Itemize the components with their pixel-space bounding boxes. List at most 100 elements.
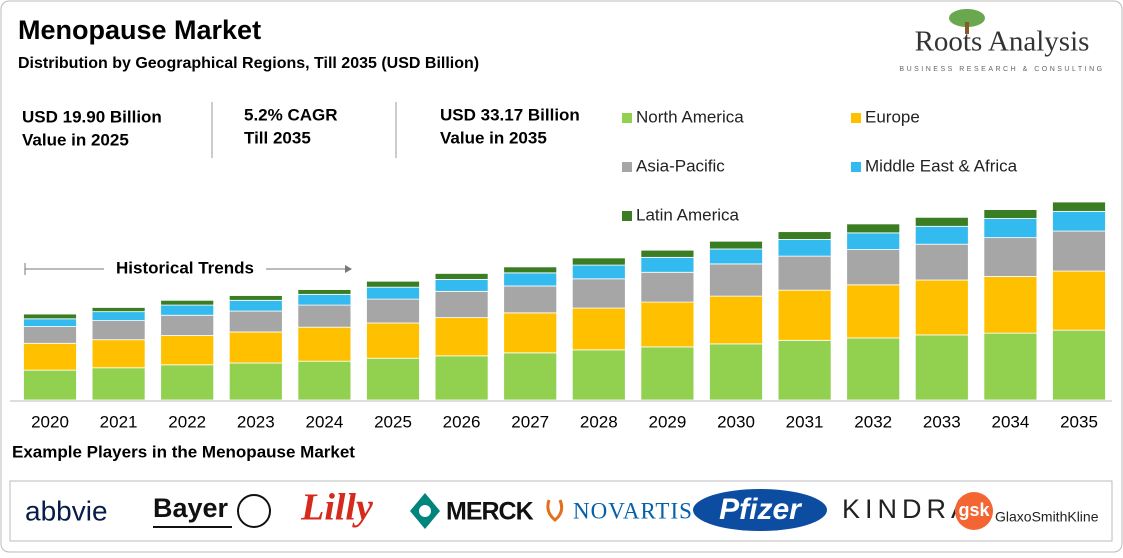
x-tick-label: 2020 [31, 412, 69, 431]
bar-segment [983, 332, 1038, 401]
x-tick-label: 2035 [1060, 412, 1098, 431]
logo: gsk [958, 500, 990, 520]
bar-segment [777, 239, 832, 257]
bar-segment [571, 349, 626, 401]
subtitle: Distribution by Geographical Regions, Ti… [18, 55, 479, 72]
stat-line: USD 19.90 Billion [22, 107, 162, 126]
x-tick-label: 2034 [991, 412, 1029, 431]
stat-line: Value in 2025 [22, 130, 129, 149]
bar-segment [228, 362, 283, 401]
logo: Pfizer [719, 493, 803, 526]
bar-segment [297, 360, 352, 401]
bar-segment [914, 334, 969, 401]
players-title: Example Players in the Menopause Market [12, 442, 355, 461]
logos: abbvie Bayer Lilly MERCK NOVARTIS Pfizer… [25, 487, 1099, 531]
bar-segment [846, 249, 901, 286]
arrow-head [345, 265, 352, 273]
bar-segment [160, 314, 215, 336]
bar-segment [709, 248, 763, 265]
bar-segment [434, 317, 489, 357]
bar-segment [709, 295, 763, 345]
bar-segment [571, 264, 626, 280]
bar-segment [640, 249, 695, 258]
bar-segment [160, 304, 215, 316]
legend-swatch [851, 162, 861, 172]
bar-segment [983, 276, 1038, 334]
legend-label: Asia-Pacific [636, 156, 725, 175]
bar-segment [709, 240, 763, 250]
x-tick-label: 2028 [580, 412, 618, 431]
x-tick-label: 2021 [100, 412, 138, 431]
bar-segment [91, 320, 146, 341]
bar-segment [777, 231, 832, 240]
x-tick-label: 2026 [443, 412, 481, 431]
legend-swatch [622, 211, 632, 221]
bar-segment [914, 225, 969, 245]
bar-segment [571, 307, 626, 351]
logo: GlaxoSmithKline [995, 509, 1099, 525]
bar-segment [503, 312, 558, 354]
bar-segment [434, 279, 489, 292]
bar-segment [846, 232, 901, 250]
bar-segment [1052, 329, 1106, 401]
bar-segment [228, 295, 283, 301]
bar-segment [503, 285, 558, 314]
bar-segment [640, 271, 695, 303]
bar-segment [1052, 230, 1106, 272]
bar-segment [846, 223, 901, 234]
legend-swatch [851, 113, 861, 123]
logo: MERCK [446, 498, 534, 526]
logo-ellipse [693, 489, 827, 531]
bar-segment [297, 293, 352, 306]
bar-segment [503, 352, 558, 401]
x-tick-label: 2023 [237, 412, 275, 431]
brand-tagline: BUSINESS RESEARCH & CONSULTING [899, 66, 1104, 73]
legend-swatch [622, 113, 632, 123]
x-tick-label: 2030 [717, 412, 755, 431]
bar-segment [297, 304, 352, 328]
legend-label: Middle East & Africa [865, 156, 1018, 175]
logo-cross [237, 494, 271, 528]
annotation: Historical Trends [116, 258, 254, 277]
bar-segment [434, 355, 489, 401]
bar-segment [983, 209, 1038, 219]
bar-segment [366, 298, 420, 324]
bar-segment [914, 279, 969, 336]
bar-segment [846, 284, 901, 339]
logo: Bayer [153, 493, 229, 523]
bar-segment [160, 364, 215, 401]
bar-segment [23, 342, 77, 371]
bar-segment [160, 335, 215, 366]
bar-segment [297, 289, 352, 295]
bar-segment [297, 326, 352, 362]
bar-segment [434, 290, 489, 319]
bar-segment [366, 357, 420, 401]
tree-trunk [965, 22, 969, 34]
logo: NOVARTIS [573, 498, 693, 523]
bar-segment [777, 289, 832, 341]
bar-segment [1052, 210, 1106, 232]
bar-segment [366, 322, 420, 359]
bar-segment [228, 310, 283, 333]
historical-arrow: Historical Trends [24, 258, 352, 279]
bar-segment [777, 339, 832, 401]
logo: KINDRA [842, 494, 974, 524]
brand-name: Roots Analysis [915, 26, 1090, 58]
legend-swatch [622, 162, 632, 172]
bar-segment [91, 339, 146, 369]
bar-segment [777, 255, 832, 291]
brand-logo: Roots Analysis BUSINESS RESEARCH & CONSU… [899, 9, 1104, 73]
bar-segment [434, 273, 489, 280]
bar-segment [91, 367, 146, 401]
stat-line: Till 2035 [244, 128, 311, 147]
bar-segment [983, 237, 1038, 277]
label-bg [104, 259, 266, 279]
legend-label: Latin America [636, 205, 740, 224]
bar-segment [914, 216, 969, 227]
tree-icon [949, 9, 985, 27]
bar-segment [983, 218, 1038, 239]
bar-segment [23, 369, 77, 401]
legend-label: Europe [865, 107, 920, 126]
legend-label: North America [636, 107, 744, 126]
bar-segment [571, 257, 626, 266]
